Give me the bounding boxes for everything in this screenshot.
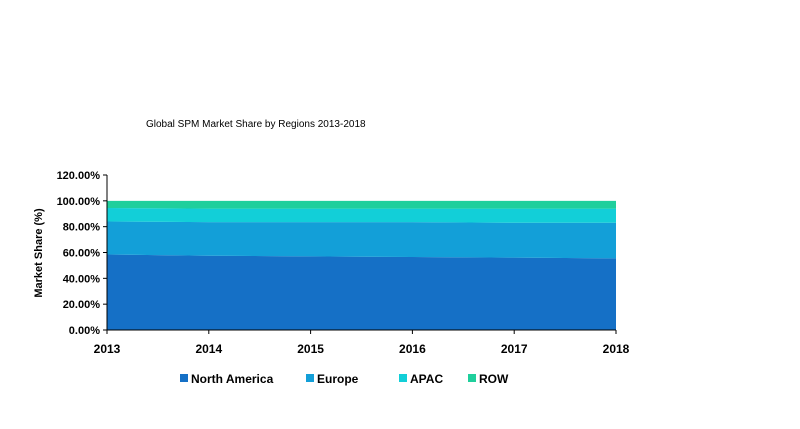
legend-swatch [180, 374, 188, 382]
chart-title: Global SPM Market Share by Regions 2013-… [146, 119, 366, 130]
area-series-north-america [107, 254, 616, 330]
y-tick-label: 100.00% [57, 196, 101, 208]
x-tick-label: 2014 [195, 342, 222, 356]
legend-item-label: North America [191, 372, 274, 386]
y-axis-ticks: 0.00% 20.00% 40.00% 60.00% 80.00% 100.00% 120.… [57, 170, 107, 337]
y-axis-label: Market Share (%) [33, 208, 45, 298]
y-tick-label: 40.00% [63, 273, 101, 285]
legend-item-label: Europe [317, 372, 359, 386]
y-tick-label: 60.00% [63, 248, 101, 260]
x-tick-label: 2013 [94, 342, 121, 356]
y-tick-label: 20.00% [63, 299, 101, 311]
legend-swatch [399, 374, 407, 382]
y-tick-label: 0.00% [69, 325, 100, 337]
area-series-europe [107, 221, 616, 259]
legend-swatch [468, 374, 476, 382]
y-tick-label: 80.00% [63, 222, 101, 234]
plot-area [107, 200, 616, 330]
legend-item-label: ROW [479, 372, 509, 386]
legend-swatch [306, 374, 314, 382]
legend: North America Europe APAC ROW [180, 372, 509, 386]
legend-item-label: APAC [410, 372, 443, 386]
x-axis-ticks: 2013 2014 2015 2016 2017 2018 [94, 330, 630, 356]
area-series-row [107, 200, 616, 209]
x-tick-label: 2016 [399, 342, 426, 356]
y-tick-label: 120.00% [57, 170, 101, 182]
x-tick-label: 2018 [603, 342, 630, 356]
x-tick-label: 2015 [297, 342, 324, 356]
area-series-apac [107, 207, 616, 223]
x-tick-label: 2017 [501, 342, 528, 356]
